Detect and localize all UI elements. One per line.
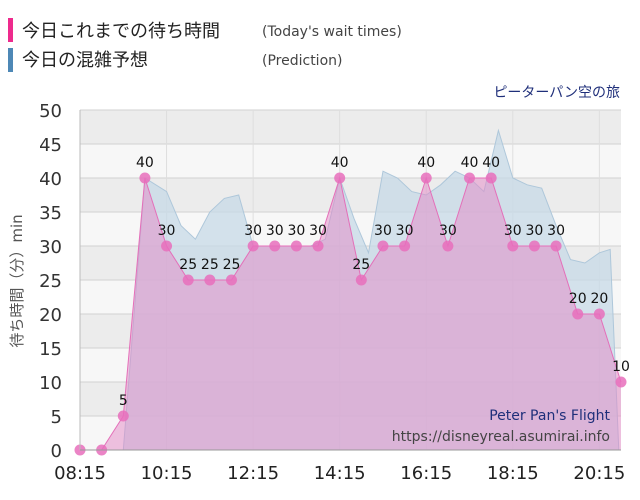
x-tick-label: 20:15 [573, 463, 625, 484]
y-tick-label: 30 [39, 237, 62, 258]
x-tick-label: 12:15 [227, 463, 279, 484]
data-label: 25 [179, 257, 197, 273]
data-point [204, 274, 216, 286]
legend-swatch-today [8, 18, 13, 42]
data-point [139, 172, 151, 184]
data-label: 40 [136, 155, 154, 171]
data-label: 30 [504, 223, 522, 239]
x-tick-label: 14:15 [314, 463, 366, 484]
data-label: 20 [590, 291, 608, 307]
source-url: https://disneyreal.asumirai.info [392, 429, 610, 445]
data-points [74, 172, 627, 456]
data-point [182, 274, 194, 286]
legend-label-today: 今日これまでの待ち時間 [22, 21, 220, 42]
grid-band [80, 110, 621, 144]
data-point [312, 240, 324, 252]
y-tick-label: 15 [39, 339, 62, 360]
data-label: 40 [461, 155, 479, 171]
data-label: 40 [482, 155, 500, 171]
x-tick-label: 08:15 [54, 463, 106, 484]
data-point [117, 410, 129, 422]
data-label: 25 [201, 257, 219, 273]
data-label: 30 [244, 223, 262, 239]
data-point [377, 240, 389, 252]
data-label: 5 [119, 393, 128, 409]
data-point [572, 308, 584, 320]
data-label: 30 [526, 223, 544, 239]
data-label: 30 [287, 223, 305, 239]
y-tick-label: 10 [39, 373, 62, 394]
data-point [334, 172, 346, 184]
data-point [247, 240, 259, 252]
y-axis: 0 5 10 15 20 25 30 35 40 45 50 [39, 101, 81, 462]
data-label: 30 [374, 223, 392, 239]
data-label: 10 [612, 359, 630, 375]
today-area [80, 178, 621, 450]
prediction-line [80, 128, 620, 451]
data-label: 25 [352, 257, 370, 273]
data-label: 20 [569, 291, 587, 307]
legend-sub-prediction: (Prediction) [262, 53, 342, 69]
legend-swatch-prediction [8, 48, 13, 72]
data-point [464, 172, 476, 184]
data-point [399, 240, 411, 252]
data-label: 30 [547, 223, 565, 239]
data-label: 30 [309, 223, 327, 239]
y-tick-label: 0 [51, 441, 62, 462]
data-label: 25 [223, 257, 241, 273]
y-tick-label: 50 [39, 101, 62, 122]
data-point [615, 376, 627, 388]
data-point [355, 274, 367, 286]
data-label: 40 [417, 155, 435, 171]
data-point [290, 240, 302, 252]
data-point [507, 240, 519, 252]
y-tick-label: 45 [39, 135, 62, 156]
data-point [442, 240, 454, 252]
y-tick-label: 25 [39, 271, 62, 292]
data-point [593, 308, 605, 320]
y-tick-label: 35 [39, 203, 62, 224]
y-tick-label: 40 [39, 169, 62, 190]
data-label: 30 [439, 223, 457, 239]
chart-areas [80, 128, 622, 451]
grid-band [80, 144, 621, 178]
attraction-name-en: Peter Pan's Flight [489, 408, 610, 424]
x-axis: 08:15 10:15 12:15 14:15 16:15 18:15 20:15 [54, 449, 625, 484]
data-point [161, 240, 173, 252]
y-axis-title: 待ち時間（分）min [8, 214, 26, 347]
attraction-name-jp: ピーターパン空の旅 [493, 85, 620, 101]
y-tick-label: 20 [39, 305, 62, 326]
x-tick-label: 10:15 [141, 463, 193, 484]
data-label: 30 [158, 223, 176, 239]
x-tick-label: 18:15 [487, 463, 539, 484]
legend-label-prediction: 今日の混雑予想 [22, 50, 148, 71]
data-label: 30 [266, 223, 284, 239]
data-point [550, 240, 562, 252]
legend-sub-today: (Today's wait times) [262, 24, 402, 40]
data-point [528, 240, 540, 252]
data-point [225, 274, 237, 286]
data-point [269, 240, 281, 252]
legend: 今日これまでの待ち時間 (Today's wait times) 今日の混雑予想… [8, 18, 402, 72]
data-label: 40 [331, 155, 349, 171]
x-tick-label: 16:15 [400, 463, 452, 484]
y-tick-label: 5 [51, 407, 62, 428]
data-label: 30 [396, 223, 414, 239]
data-point [420, 172, 432, 184]
data-point [485, 172, 497, 184]
